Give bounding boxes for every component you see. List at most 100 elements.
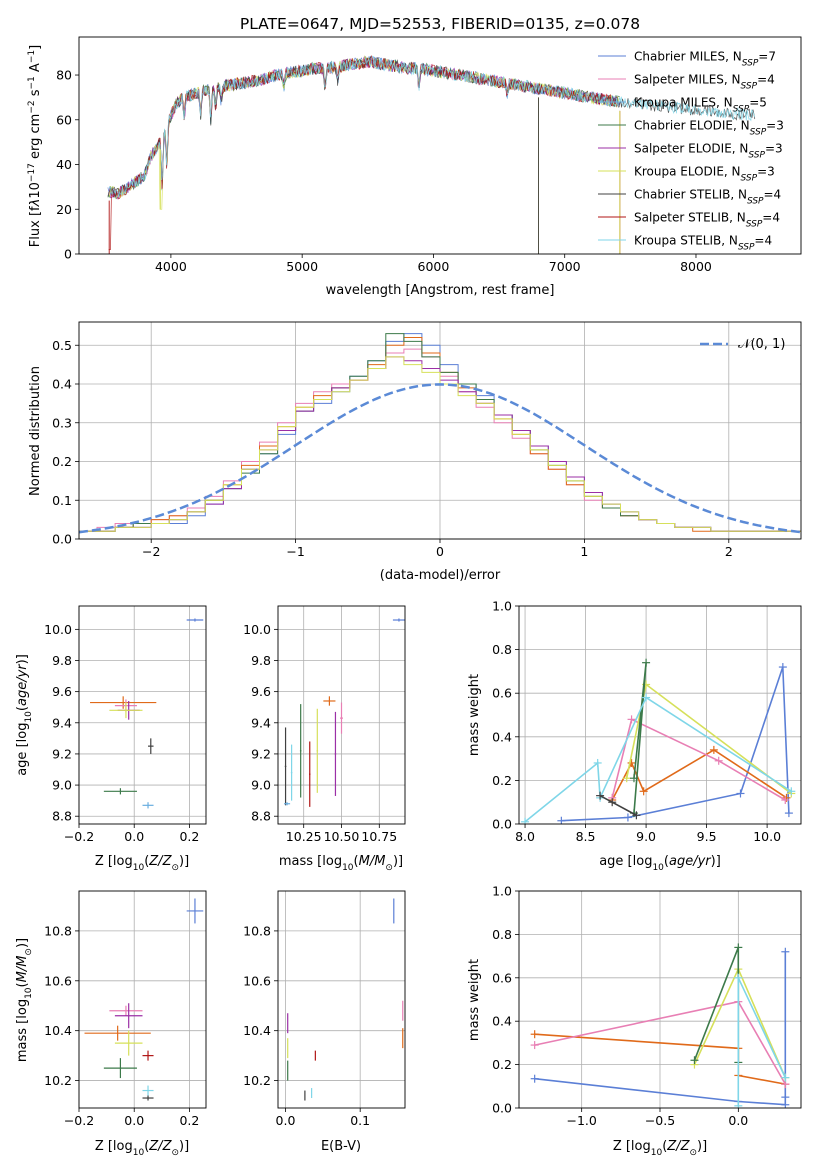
label-part: 10 — [342, 863, 354, 873]
axes-frame — [277, 890, 406, 1109]
label-part: ( — [144, 1139, 149, 1154]
panel-mass_vs_Z: −0.2 0.0 0.210.210.410.610.8Z [log10(Z/Z⊙)… — [15, 890, 207, 1158]
y-tick-label: 9.2 — [251, 746, 271, 761]
weight-lines — [521, 658, 796, 824]
panel-age_vs_Z: −0.2 0.0 0.28.89.09.29.49.69.810.0Z [log10… — [15, 605, 207, 873]
label-part: Chabrier ELODIE, N — [634, 119, 750, 133]
y-tick-label: 0.0 — [492, 1101, 512, 1116]
label-part: Chabrier STELIB, N — [634, 188, 747, 202]
spectrum-kroupa_stelib — [109, 55, 755, 198]
spectrum-kroupa_elodie — [109, 55, 620, 210]
x-tick-label: 8.5 — [576, 829, 596, 844]
x-tick-label: 10.75 — [361, 829, 397, 844]
label-part: Chabrier MILES, N — [634, 50, 742, 64]
normal-curve — [79, 383, 801, 534]
x-tick-label: 10.50 — [324, 829, 360, 844]
x-tick-label: 0.0 — [728, 1113, 748, 1128]
label-part: ⊙ — [385, 863, 393, 873]
panel-weight_vs_age: 8.0 8.5 9.0 9.5 10.0 0.0 0.2 0.4 0.6 0.8 1.0 age [l… — [467, 599, 802, 873]
y-tick-label: 10.2 — [243, 1073, 271, 1088]
legend-label: Chabrier ELODIE, NSSP=3 — [634, 119, 784, 138]
x-tick-label: 0 — [436, 544, 444, 559]
legend-label: 𝒩(0, 1) — [738, 337, 785, 352]
x-tick-label: 0.0 — [124, 829, 144, 844]
y-tick-label: 0.2 — [492, 1057, 512, 1072]
y-tick-label: 10.0 — [44, 622, 72, 637]
label-part: 10 — [24, 711, 34, 723]
x-axis-label: wavelength [Angstrom, rest frame] — [326, 283, 555, 298]
errorbars — [284, 618, 405, 807]
x-tick-label: 5000 — [286, 259, 318, 274]
legend-label: Kroupa MILES, NSSP=5 — [634, 96, 767, 115]
label-part: )] — [15, 938, 30, 948]
x-tick-label: −0.2 — [64, 1113, 94, 1128]
y-tick-label: 9.2 — [52, 746, 72, 761]
x-axis-label: (data-model)/error — [380, 568, 501, 583]
x-tick-label: 0.0 — [124, 1113, 144, 1128]
legend-label: Kroupa STELIB, NSSP=4 — [634, 234, 772, 253]
x-tick-label: 4000 — [155, 259, 187, 274]
label-part: ⊙ — [171, 1148, 179, 1158]
legend-label: Chabrier MILES, NSSP=7 — [634, 50, 776, 69]
y-tick-label: 0.6 — [492, 686, 512, 701]
y-tick-label: 9.4 — [52, 715, 72, 730]
panel-spectrum: 4000 5000 6000 7000 8000 0 20 40 60 80 wavelength … — [27, 36, 802, 298]
x-tick-label: −2 — [142, 544, 160, 559]
label-part: =4 — [762, 211, 780, 225]
label-part: Z [log — [95, 1139, 133, 1154]
x-tick-label: 0.2 — [179, 1113, 199, 1128]
histograms — [79, 333, 801, 539]
panel-weight_vs_Z: −1.0 −0.5 0.0 0.0 0.2 0.4 0.6 0.8 1.0 Z [log10(Z/… — [467, 884, 802, 1158]
axes-frame — [78, 605, 207, 825]
label-part: M/M — [359, 854, 386, 869]
label-part: )] — [179, 854, 189, 869]
label-part: SSP — [741, 174, 758, 184]
y-tick-label: 10.4 — [243, 1023, 271, 1038]
y-tick-label: 0.0 — [492, 817, 512, 832]
label-part: ⊙ — [689, 1148, 697, 1158]
y-tick-label: 0.4 — [492, 729, 512, 744]
y-tick-label: 0.5 — [52, 338, 72, 353]
y-axis-label: Flux [fλ10−17 erg cm−2 s−1 A−1] — [27, 45, 43, 247]
y-tick-label: 0.0 — [52, 532, 72, 547]
label-part: Kroupa ELODIE, N — [634, 165, 741, 179]
label-part: −2 — [27, 100, 37, 113]
legend-label: Salpeter MILES, NSSP=4 — [634, 73, 775, 92]
y-tick-label: 8.8 — [251, 809, 271, 824]
label-part: Kroupa MILES, N — [634, 96, 733, 110]
x-axis-label: Z [log10(Z/Z⊙)] — [613, 1139, 707, 1158]
y-axis-label: mass weight — [467, 674, 482, 756]
label-part: Flux [f — [28, 206, 43, 247]
y-tick-label: 9.8 — [52, 653, 72, 668]
axes-frame — [78, 890, 207, 1109]
y-axis-label: Normed distribution — [28, 366, 43, 496]
spectra — [107, 54, 756, 254]
label-part: ⊙ — [24, 948, 34, 956]
y-tick-label: 9.0 — [52, 778, 72, 793]
label-part: −1 — [27, 50, 37, 63]
label-part: 10 — [652, 863, 664, 873]
panel-residuals: −2 −1 0 1 2 0.0 0.1 0.2 0.3 0.4 0.5 (data-model)/er… — [28, 321, 802, 583]
y-tick-label: 1.0 — [492, 884, 512, 899]
weight-lines — [530, 943, 790, 1108]
y-tick-label: 0.8 — [492, 642, 512, 657]
label-part: SSP — [750, 128, 767, 138]
spectrum-chabrier_stelib — [107, 56, 756, 198]
x-tick-label: −0.5 — [645, 1113, 675, 1128]
y-axis-label: age [log10(age/yr)] — [15, 654, 34, 776]
x-axis-label: mass [log10(M/M⊙)] — [279, 854, 403, 873]
weight-line-chabrier_elodie — [693, 947, 740, 1063]
label-part: )] — [393, 854, 403, 869]
x-axis-label: E(B-V) — [321, 1139, 361, 1154]
label-part: λ — [28, 199, 43, 208]
y-tick-label: 10.8 — [44, 923, 72, 938]
label-part: ( — [15, 982, 30, 987]
label-part: SSP — [733, 105, 750, 115]
label-part: mass [log — [279, 854, 342, 869]
x-tick-label: 9.0 — [636, 829, 656, 844]
label-part: )] — [179, 1139, 189, 1154]
label-part: Z [log — [613, 1139, 651, 1154]
label-part: )] — [711, 854, 721, 869]
axes-frame — [518, 605, 802, 825]
x-tick-label: 1 — [580, 544, 588, 559]
